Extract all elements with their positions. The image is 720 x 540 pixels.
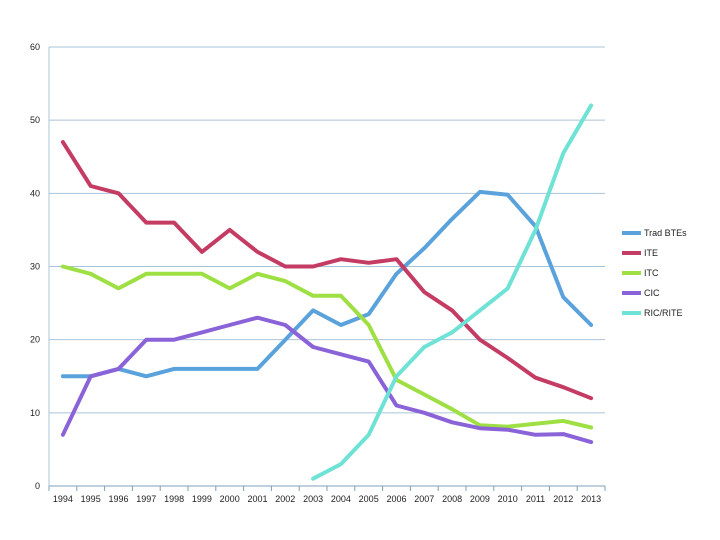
x-tick-label: 2008 bbox=[442, 494, 462, 504]
x-tick-label: 2000 bbox=[220, 494, 240, 504]
x-tick-label: 1999 bbox=[192, 494, 212, 504]
legend-label: CIC bbox=[644, 288, 660, 298]
y-tick-label: 30 bbox=[30, 262, 40, 272]
x-tick-label: 1996 bbox=[108, 494, 128, 504]
series-line-trad-btes bbox=[60, 189, 594, 379]
legend: Trad BTEs ITE ITC CIC RIC/RITE bbox=[622, 228, 687, 318]
x-tick-label: 2003 bbox=[303, 494, 323, 504]
series-lines bbox=[60, 103, 594, 481]
x-axis-ticks: 1994 1995 1996 1997 1998 1999 2000 2001 2002 2003… bbox=[48, 486, 606, 504]
x-tick-label: 2009 bbox=[470, 494, 490, 504]
gridlines bbox=[48, 46, 605, 487]
x-tick-label: 1997 bbox=[136, 494, 156, 504]
y-tick-label: 50 bbox=[30, 115, 40, 125]
x-tick-label: 2001 bbox=[247, 494, 267, 504]
series-line-itc bbox=[60, 264, 594, 430]
x-tick-label: 2010 bbox=[498, 494, 518, 504]
series-line-cic bbox=[60, 315, 594, 445]
y-axis-ticks: 0 10 20 30 40 50 60 bbox=[30, 42, 40, 491]
legend-label: Trad BTEs bbox=[644, 228, 687, 238]
x-tick-label: 2004 bbox=[331, 494, 351, 504]
x-tick-label: 2013 bbox=[581, 494, 601, 504]
legend-label: ITC bbox=[644, 268, 659, 278]
y-tick-label: 60 bbox=[30, 42, 40, 52]
y-tick-label: 10 bbox=[30, 408, 40, 418]
x-tick-label: 1998 bbox=[164, 494, 184, 504]
series-line-ric-rite bbox=[311, 103, 594, 481]
x-tick-label: 2005 bbox=[359, 494, 379, 504]
x-tick-label: 2002 bbox=[275, 494, 295, 504]
x-tick-label: 1994 bbox=[53, 494, 73, 504]
y-tick-label: 40 bbox=[30, 188, 40, 198]
series-line-ite bbox=[60, 140, 594, 401]
y-tick-label: 20 bbox=[30, 335, 40, 345]
y-tick-label: 0 bbox=[35, 481, 40, 491]
x-tick-label: 2011 bbox=[526, 494, 545, 504]
x-tick-label: 1995 bbox=[81, 494, 101, 504]
x-tick-label: 2012 bbox=[553, 494, 573, 504]
legend-label: ITE bbox=[644, 248, 658, 258]
x-tick-label: 2006 bbox=[386, 494, 406, 504]
legend-label: RIC/RITE bbox=[644, 308, 683, 318]
x-tick-label: 2007 bbox=[414, 494, 434, 504]
